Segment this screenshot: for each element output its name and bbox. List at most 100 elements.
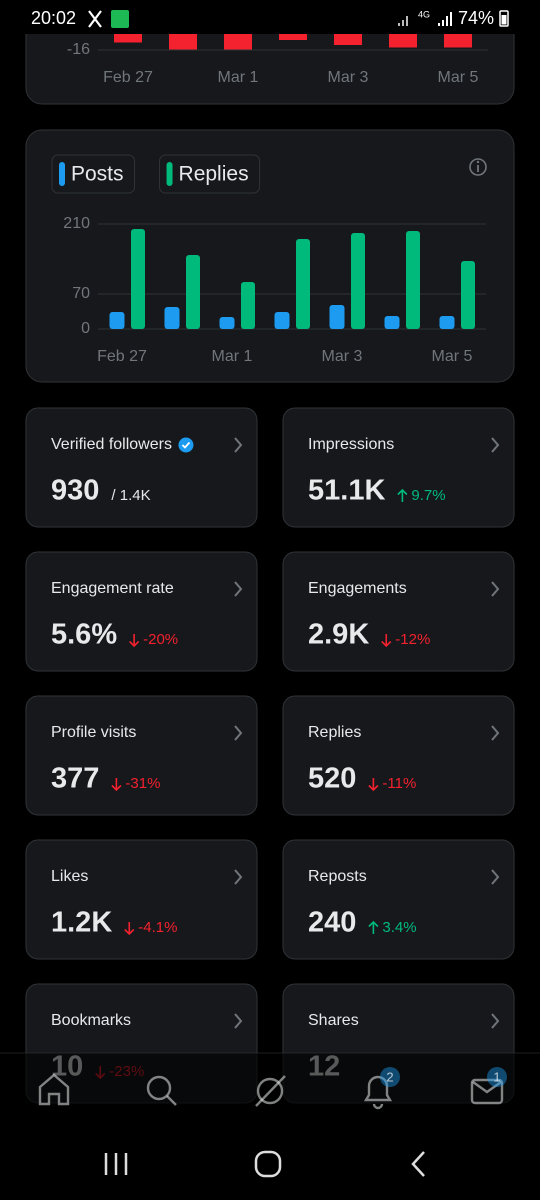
metric-value: 1.2K xyxy=(51,907,112,939)
chevron xyxy=(234,725,243,741)
chevron xyxy=(491,869,500,885)
info-icon[interactable] xyxy=(469,158,487,176)
badge-count: 1 xyxy=(493,1069,500,1084)
verified-badge xyxy=(178,437,194,453)
signal-icon xyxy=(398,16,408,26)
search-icon-handle xyxy=(166,1095,177,1106)
metric-value: 520 xyxy=(308,763,356,795)
metric-title: Reposts xyxy=(308,868,367,885)
chevron xyxy=(234,437,243,453)
x-tick-label: Mar 3 xyxy=(328,69,369,86)
metric-change: -4.1% xyxy=(138,919,177,936)
metric-card[interactable] xyxy=(25,839,258,960)
metric-title: Shares xyxy=(308,1012,359,1029)
metric-title: Engagement rate xyxy=(51,580,174,597)
bar xyxy=(131,229,145,329)
legend-label: Replies xyxy=(179,163,249,186)
metric-value: 377 xyxy=(51,763,99,795)
x-logo xyxy=(88,10,102,28)
bar xyxy=(164,307,180,329)
back-button[interactable] xyxy=(411,1151,425,1177)
metric-title: Replies xyxy=(308,724,361,741)
x-tick-label: Mar 1 xyxy=(212,348,253,365)
app-icon xyxy=(111,10,129,28)
x-tick-label: Mar 5 xyxy=(432,348,473,365)
battery-fill xyxy=(501,15,507,25)
metric-card[interactable] xyxy=(282,839,515,960)
chevron xyxy=(234,1013,243,1029)
bar xyxy=(384,316,400,329)
metric-suffix: / 1.4K xyxy=(111,487,150,504)
x-tick-label: Mar 3 xyxy=(322,348,363,365)
metric-change: 9.7% xyxy=(411,487,445,504)
metric-title: Engagements xyxy=(308,580,407,597)
metric-value: 240 xyxy=(308,907,356,939)
bar xyxy=(439,316,455,329)
home-icon[interactable] xyxy=(38,1073,70,1106)
bar xyxy=(274,312,290,329)
y-tick-label: 210 xyxy=(63,215,90,232)
status-time: 20:02 xyxy=(31,8,76,28)
metric-card[interactable] xyxy=(282,407,515,528)
change-arrow xyxy=(397,488,408,502)
verified-check xyxy=(181,441,191,449)
signal-icon xyxy=(438,12,452,26)
bar xyxy=(351,233,365,329)
y-tick-label: 0 xyxy=(81,320,90,337)
metric-value: 5.6% xyxy=(51,619,117,651)
change-arrow xyxy=(381,634,392,648)
battery-level: 74% xyxy=(458,8,494,28)
grok-icon-slash xyxy=(255,1075,286,1107)
legend-swatch xyxy=(59,162,65,186)
legend-item[interactable] xyxy=(159,154,261,194)
metric-value: 51.1K xyxy=(308,475,385,507)
legend-item[interactable] xyxy=(51,154,136,194)
x-tick-label: Mar 5 xyxy=(438,69,479,86)
grok-icon[interactable] xyxy=(256,1077,284,1105)
network-type: 4G xyxy=(418,9,430,19)
metric-value: 2.9K xyxy=(308,619,369,651)
x-tick-label: Feb 27 xyxy=(103,69,153,86)
chevron xyxy=(491,1013,500,1029)
info-icon-dot xyxy=(476,160,480,164)
bar xyxy=(219,317,235,329)
metric-change: -31% xyxy=(125,775,160,792)
metric-change: -12% xyxy=(395,631,430,648)
metric-title: Profile visits xyxy=(51,724,136,741)
chevron xyxy=(491,725,500,741)
y-tick-label: -16 xyxy=(67,41,90,58)
metric-card[interactable] xyxy=(282,551,515,672)
bar xyxy=(406,231,420,329)
bar xyxy=(241,282,255,329)
home-button[interactable] xyxy=(254,1150,282,1178)
search-icon[interactable] xyxy=(146,1075,172,1101)
metric-card[interactable] xyxy=(25,695,258,816)
bar xyxy=(329,305,345,329)
change-arrow xyxy=(368,778,379,792)
metric-title: Likes xyxy=(51,868,88,885)
x-tick-label: Feb 27 xyxy=(97,348,147,365)
bottom-nav xyxy=(0,1053,540,1120)
metric-card[interactable] xyxy=(25,551,258,672)
metric-card[interactable] xyxy=(25,407,258,528)
x-tick-label: Mar 1 xyxy=(218,69,259,86)
messages-icon-flap xyxy=(472,1081,502,1094)
notifications-icon[interactable] xyxy=(363,1075,393,1110)
bar xyxy=(186,255,200,329)
legend-swatch xyxy=(166,162,173,186)
metric-change: 3.4% xyxy=(382,919,416,936)
metric-title: Verified followers xyxy=(51,436,172,453)
bar xyxy=(296,239,310,329)
legend-label: Posts xyxy=(71,163,124,186)
metric-change: -11% xyxy=(382,775,416,792)
change-arrow xyxy=(129,634,140,648)
badge xyxy=(380,1067,400,1087)
messages-icon[interactable] xyxy=(470,1078,504,1105)
chevron xyxy=(234,581,243,597)
bar xyxy=(461,261,475,329)
chevron xyxy=(491,437,500,453)
metric-card[interactable] xyxy=(282,695,515,816)
bar xyxy=(109,312,125,329)
metric-value: 930 xyxy=(51,475,99,507)
